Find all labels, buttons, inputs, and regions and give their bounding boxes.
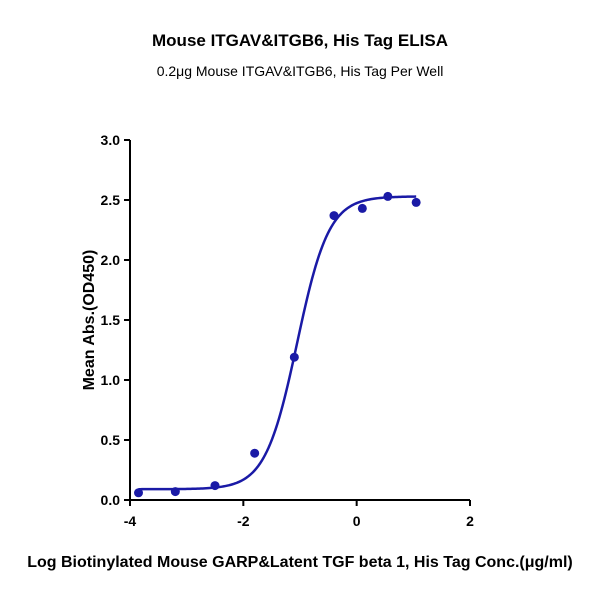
y-tick-label: 1.5 [101,312,121,328]
data-point [357,203,367,213]
y-tick-label: 1.0 [101,372,121,388]
x-tick-label: 2 [466,513,474,529]
x-tick-label: -4 [124,513,137,529]
fit-curve-line [138,195,417,491]
y-tick-label: 2.5 [101,192,121,208]
data-point [250,448,260,458]
x-axis-label: Log Biotinylated Mouse GARP&Latent TGF b… [27,554,573,571]
x-tick-label: 0 [353,513,361,529]
chart-subtitle: 0.2μg Mouse ITGAV&ITGB6, His Tag Per Wel… [157,63,444,79]
data-point [134,488,143,498]
data-point [289,352,299,362]
y-tick-label: 2.0 [101,252,121,268]
data-point [329,211,339,221]
plot-area: 0.0 0.5 1.0 1.5 2.0 2.5 3.0 -4 -2 0 2 [101,132,475,529]
y-tick-label: 0.5 [101,432,121,448]
y-axis-label: Mean Abs.(OD450) [81,250,98,391]
data-point [210,481,220,491]
data-point [411,197,421,207]
data-point [170,487,180,497]
y-tick-label: 0.0 [101,492,121,508]
y-axis-ticks: 0.0 0.5 1.0 1.5 2.0 2.5 3.0 [101,132,130,508]
chart-title: Mouse ITGAV&ITGB6, His Tag ELISA [152,31,448,50]
x-tick-label: -2 [237,513,250,529]
data-point [383,191,393,201]
data-points [134,191,421,498]
y-tick-label: 3.0 [101,132,121,148]
x-axis-ticks: -4 -2 0 2 [124,500,474,529]
